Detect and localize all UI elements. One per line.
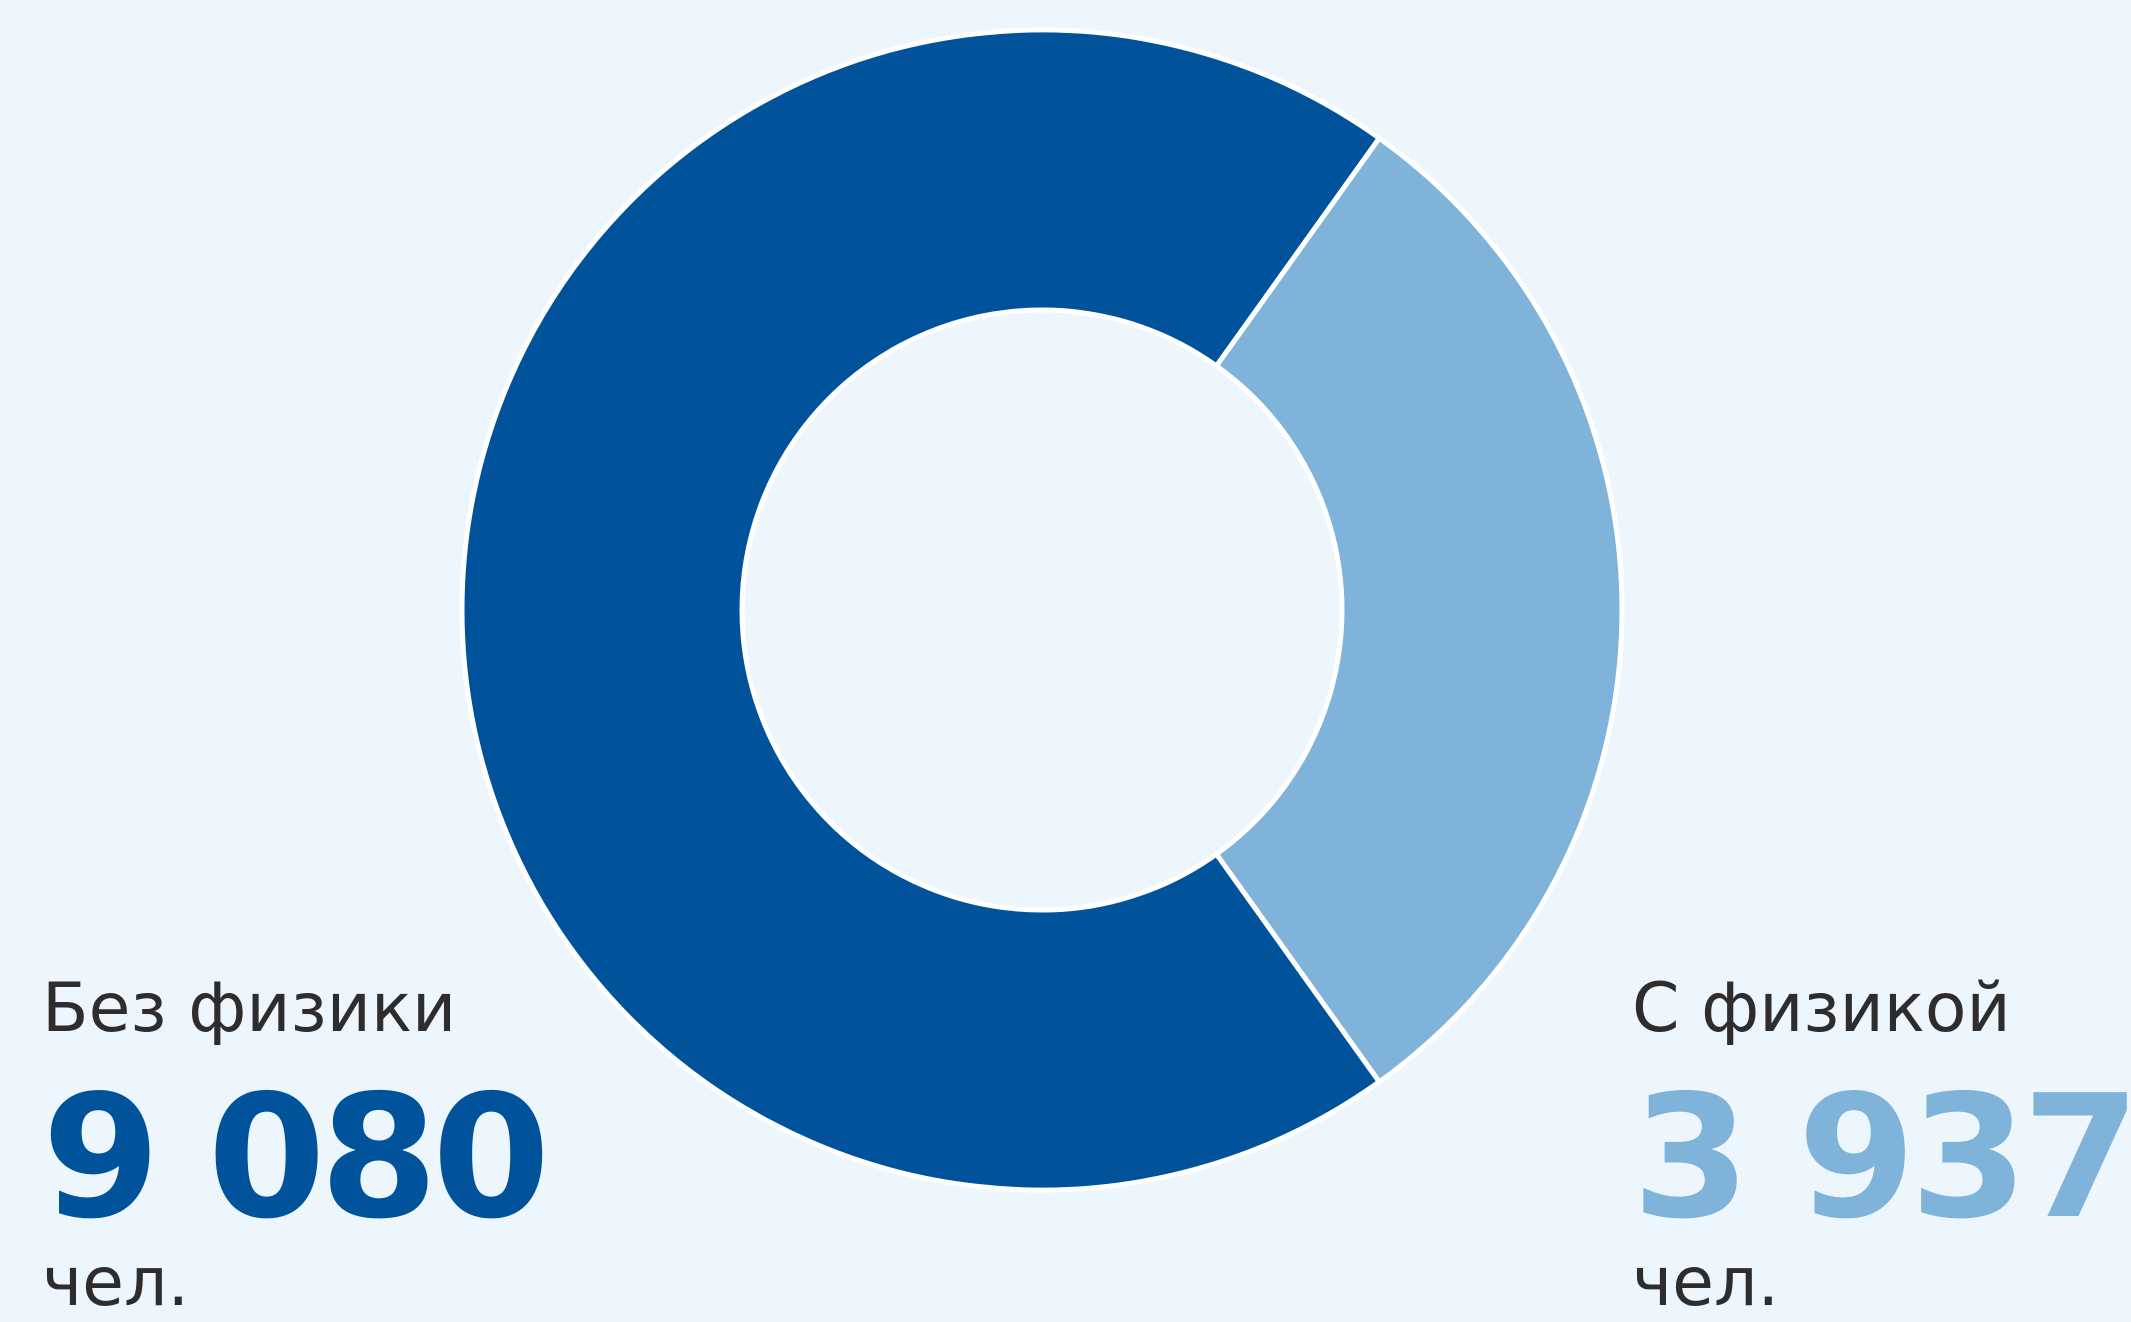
legend-without-physics: Без физики 9 080 чел. xyxy=(42,969,550,1322)
legend-label-with-physics: С физикой xyxy=(1632,969,2011,1048)
legend-unit-without-physics: чел. xyxy=(42,1243,190,1322)
slice-with-physics xyxy=(1212,134,1625,1086)
legend-with-physics: С физикой 3 937 чел. xyxy=(1632,975,2131,1317)
legend-value-with-physics: 3 937 xyxy=(1632,1059,2131,1257)
legend-label-without-physics: Без физики xyxy=(42,969,457,1048)
donut-slices xyxy=(459,27,1625,1193)
legend-value-without-physics: 9 080 xyxy=(42,1059,550,1257)
legend-unit-with-physics: чел. xyxy=(1632,1243,1780,1322)
slice-without-physics xyxy=(459,27,1383,1193)
